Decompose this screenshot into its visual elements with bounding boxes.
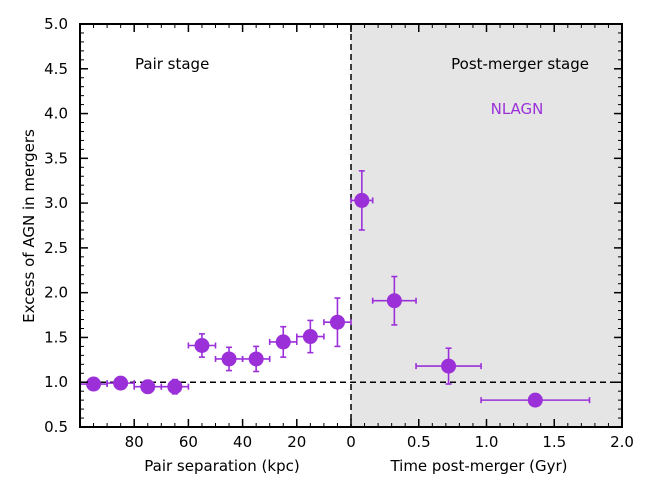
- pair-stage-point-marker: [140, 379, 156, 395]
- y-tick-label: 1.0: [44, 373, 68, 391]
- x-axis-label-pair: Pair separation (kpc): [144, 457, 299, 475]
- post-merger-point-marker: [386, 293, 402, 309]
- pair-stage-title: Pair stage: [135, 55, 209, 73]
- pair-stage-point-marker: [329, 314, 345, 330]
- x-tick-label-pair: 80: [125, 433, 144, 451]
- post-merger-stage-title: Post-merger stage: [451, 55, 589, 73]
- y-tick-label: 2.0: [44, 284, 68, 302]
- x-tick-label-pair: 20: [287, 433, 306, 451]
- y-tick-label: 0.5: [44, 418, 68, 436]
- post-merger-point-marker: [441, 358, 457, 374]
- pair-stage-point-marker: [194, 338, 210, 354]
- pair-stage-point-marker: [302, 329, 318, 345]
- pair-stage-point-marker: [248, 351, 264, 367]
- y-tick-label: 3.5: [44, 149, 68, 167]
- post-merger-point-marker: [354, 192, 370, 208]
- pair-stage-point-marker: [221, 351, 237, 367]
- x-tick-label-pair: 40: [233, 433, 252, 451]
- x-tick-label-pair: 60: [179, 433, 198, 451]
- x-tick-label-pair: 0: [346, 433, 356, 451]
- y-tick-label: 5.0: [44, 15, 68, 33]
- y-tick-label: 1.5: [44, 328, 68, 346]
- x-tick-label-post: 2.0: [610, 433, 634, 451]
- pair-stage-point-marker: [167, 379, 183, 395]
- y-tick-label: 2.5: [44, 239, 68, 257]
- pair-stage-point-marker: [86, 376, 102, 392]
- x-tick-label-post: 1.5: [542, 433, 566, 451]
- pair-stage-point-marker: [113, 375, 129, 391]
- y-tick-label: 4.5: [44, 60, 68, 78]
- legend-nlagn: NLAGN: [491, 100, 544, 118]
- y-axis-label: Excess of AGN in mergers: [20, 129, 38, 323]
- y-tick-label: 4.0: [44, 105, 68, 123]
- x-axis-label-post: Time post-merger (Gyr): [389, 457, 567, 475]
- post-merger-point-marker: [527, 392, 543, 408]
- y-tick-label: 3.0: [44, 194, 68, 212]
- x-tick-label-post: 1.0: [475, 433, 499, 451]
- x-tick-label-post: 0.5: [407, 433, 431, 451]
- post-merger-shaded-region: [351, 24, 622, 427]
- pair-stage-point-marker: [275, 334, 291, 350]
